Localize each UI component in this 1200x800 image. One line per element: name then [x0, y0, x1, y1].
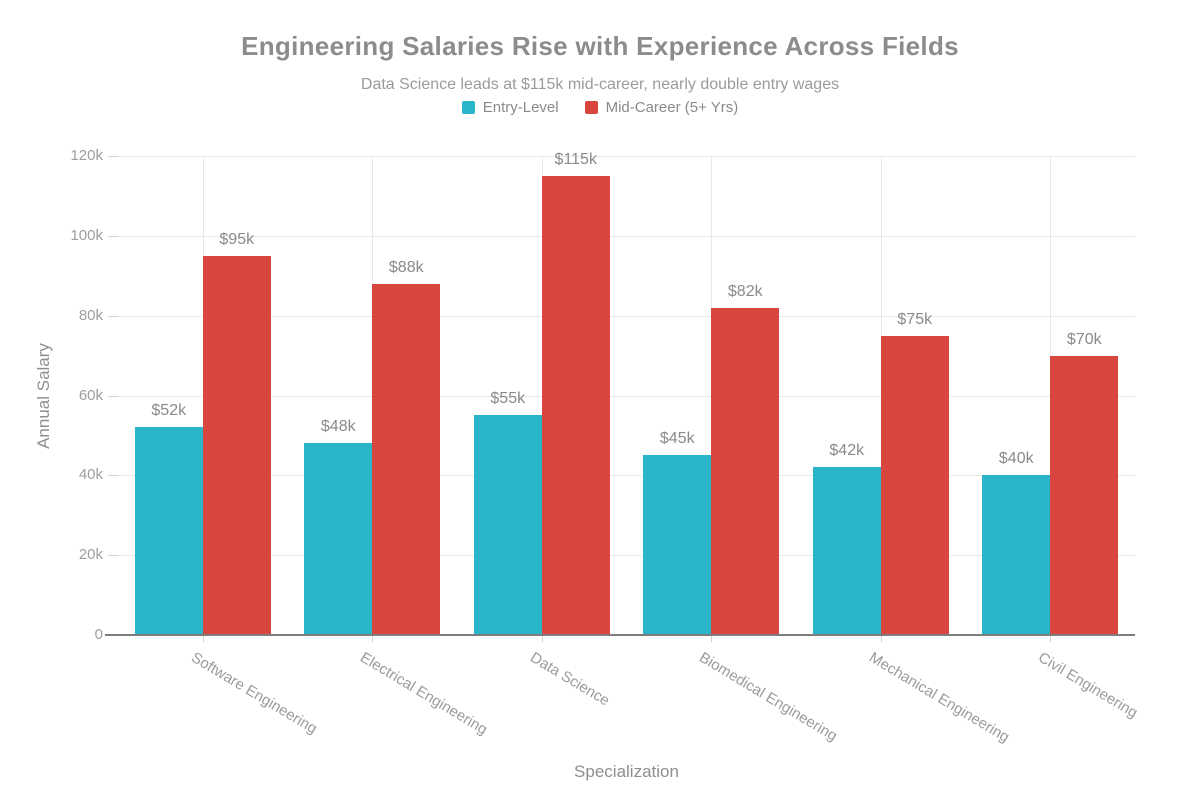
x-tick-label-software-engineering: Software Engineering	[187, 649, 320, 738]
bar-mid-career-5-yrs-civil-engineering	[1050, 355, 1119, 635]
y-tick-mark-20k	[108, 555, 118, 557]
x-tick-mark-data-science	[541, 636, 543, 642]
bar-value-label-entry-level-electrical-engineering: $48k	[320, 418, 356, 436]
bar-mid-career-5-yrs-software-engineering	[202, 255, 271, 635]
bar-value-label-entry-level-biomedical-engineering: $45k	[659, 430, 695, 448]
bar-entry-level-software-engineering	[134, 427, 203, 635]
x-tick-mark-biomedical-engineering	[711, 636, 713, 642]
y-tick-mark-120k	[108, 156, 118, 157]
legend-swatch-entry-level	[461, 101, 475, 114]
y-tick-label-0: 0	[94, 626, 103, 643]
bar-value-label-mid-career-5-yrs-software-engineering: $95k	[219, 230, 255, 248]
legend-label-entry-level: Entry-Level	[482, 99, 559, 116]
x-tick-mark-software-engineering	[202, 636, 204, 642]
y-tick-label-100k: 100k	[70, 226, 103, 244]
x-tick-label-electrical-engineering: Electrical Engineering	[357, 649, 491, 739]
gridline-40k	[118, 475, 1135, 477]
legend-swatch-mid-career	[584, 101, 598, 114]
chart-title: Engineering Salaries Rise with Experienc…	[241, 31, 959, 61]
y-tick-label-40k: 40k	[78, 466, 103, 484]
bar-entry-level-civil-engineering	[982, 475, 1051, 635]
bar-value-label-mid-career-5-yrs-electrical-engineering: $88k	[388, 258, 424, 276]
gridline-100k	[118, 235, 1135, 237]
y-tick-mark-80k	[108, 315, 118, 317]
x-tick-label-data-science: Data Science	[526, 649, 613, 710]
y-tick-mark-60k	[108, 395, 118, 397]
bar-entry-level-mechanical-engineering	[812, 467, 881, 635]
bar-entry-level-data-science	[473, 415, 542, 635]
bar-value-label-entry-level-mechanical-engineering: $42k	[829, 442, 865, 460]
bar-value-label-entry-level-data-science: $55k	[490, 390, 526, 408]
y-tick-mark-40k	[108, 475, 118, 477]
y-tick-mark-100k	[108, 235, 118, 237]
bar-value-label-entry-level-software-engineering: $52k	[151, 402, 187, 420]
bar-value-label-mid-career-5-yrs-civil-engineering: $70k	[1066, 330, 1102, 348]
y-tick-label-20k: 20k	[78, 546, 103, 564]
x-tick-mark-mechanical-engineering	[880, 636, 882, 642]
bar-mid-career-5-yrs-biomedical-engineering	[711, 307, 780, 635]
legend-item-mid-career: Mid-Career (5+ Yrs)	[584, 99, 739, 116]
x-axis-title: Specialization	[574, 762, 679, 781]
chart-subtitle: Data Science leads at $115k mid-career, …	[360, 76, 840, 93]
y-tick-label-120k: 120k	[70, 147, 103, 164]
x-tick-label-biomedical-engineering: Biomedical Engineering	[696, 649, 841, 745]
legend: Entry-Level Mid-Career (5+ Yrs)	[0, 99, 1200, 116]
gridline-80k	[118, 315, 1135, 317]
y-tick-label-60k: 60k	[78, 386, 103, 404]
x-tick-label-mechanical-engineering: Mechanical Engineering	[865, 649, 1012, 747]
bar-mid-career-5-yrs-mechanical-engineering	[880, 335, 949, 635]
bar-value-label-mid-career-5-yrs-data-science: $115k	[554, 150, 597, 168]
bar-value-label-mid-career-5-yrs-biomedical-engineering: $82k	[727, 282, 763, 300]
gridline-120k	[118, 156, 1135, 157]
x-tick-mark-electrical-engineering	[372, 636, 374, 642]
x-tick-label-civil-engineering: Civil Engineering	[1035, 649, 1141, 722]
bar-mid-career-5-yrs-electrical-engineering	[372, 283, 441, 635]
legend-label-mid-career: Mid-Career (5+ Yrs)	[605, 99, 739, 116]
gridline-20k	[118, 555, 1135, 557]
x-tick-mark-civil-engineering	[1050, 636, 1052, 642]
x-axis-baseline	[105, 634, 1135, 636]
bar-mid-career-5-yrs-data-science	[541, 175, 610, 635]
y-tick-label-80k: 80k	[78, 306, 103, 324]
legend-item-entry-level: Entry-Level	[461, 99, 559, 116]
bar-value-label-entry-level-civil-engineering: $40k	[998, 450, 1034, 468]
bar-entry-level-electrical-engineering	[304, 443, 373, 635]
bar-entry-level-biomedical-engineering	[643, 455, 712, 635]
gridline-60k	[118, 395, 1135, 397]
bar-value-label-mid-career-5-yrs-mechanical-engineering: $75k	[897, 310, 933, 328]
